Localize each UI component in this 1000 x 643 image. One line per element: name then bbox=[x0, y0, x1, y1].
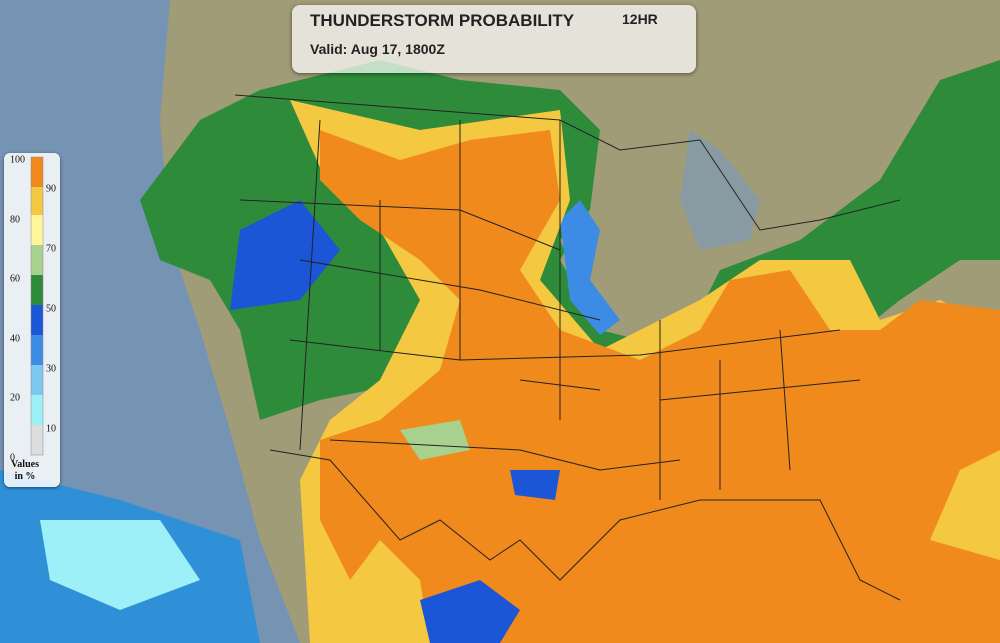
color-bar bbox=[30, 156, 44, 456]
blue-region bbox=[230, 200, 340, 310]
blue-region bbox=[420, 580, 520, 643]
title: THUNDERSTORM PROBABILITY bbox=[310, 11, 575, 30]
period: 12HR bbox=[622, 11, 658, 27]
great-lakes bbox=[680, 130, 760, 250]
legend-caption: Values in % bbox=[11, 459, 39, 482]
legend-tick-label: 0 bbox=[10, 452, 15, 463]
legend-tick-label: 10 bbox=[46, 423, 56, 435]
blue-region bbox=[560, 200, 620, 335]
legend-tick-label: 40 bbox=[10, 333, 20, 344]
legend: Values in % 100 80 60 40 20 0 90 70 50 30 10 bbox=[4, 153, 60, 487]
title-panel: THUNDERSTORM PROBABILITY 12HR Valid: Aug… bbox=[292, 5, 696, 73]
legend-tick-label: 70 bbox=[46, 243, 56, 255]
legend-tick-label: 80 bbox=[10, 214, 20, 225]
legend-tick-label: 100 bbox=[10, 154, 25, 166]
legend-tick-label: 90 bbox=[46, 183, 56, 195]
blue-region bbox=[510, 470, 560, 500]
legend-tick-label: 60 bbox=[10, 273, 20, 285]
borders bbox=[234, 94, 901, 601]
canada-dry bbox=[760, 0, 1000, 140]
legend-tick-label: 20 bbox=[10, 392, 20, 404]
legend-tick-label: 50 bbox=[46, 303, 56, 315]
legend-tick-label: 30 bbox=[46, 363, 56, 375]
green-region bbox=[400, 420, 470, 460]
ocean-storms-light bbox=[40, 520, 200, 610]
dry-region bbox=[560, 180, 720, 330]
valid-time: Valid: Aug 17, 1800Z bbox=[310, 41, 445, 57]
